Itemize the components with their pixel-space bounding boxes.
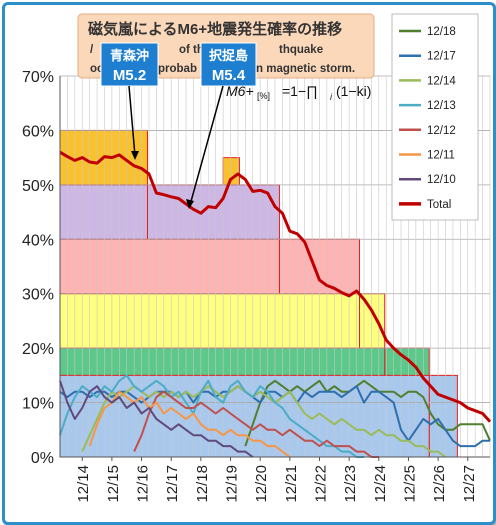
series-line-12-18 — [244, 379, 491, 447]
legend-label: 12/18 — [427, 26, 456, 38]
series-line-Total — [59, 150, 492, 423]
x-tick-label: 12/24 — [372, 465, 389, 503]
x-tick-label: 12/18 — [194, 465, 211, 503]
formula-sub: [%] — [257, 91, 270, 101]
x-tick-label: 12/27 — [461, 465, 478, 503]
title-line3-b: probab — [158, 63, 197, 75]
legend-label: 12/12 — [427, 125, 456, 137]
callout-arrow-aomori — [128, 85, 136, 157]
legend-label: Total — [427, 199, 451, 211]
x-tick-label: 12/16 — [135, 465, 152, 503]
x-tick-label: 12/14 — [75, 465, 92, 503]
callout-aomori: 青森沖 M5.2 — [100, 42, 159, 160]
x-tick-label: 12/23 — [342, 465, 359, 503]
callout-place-aomori: 青森沖 — [110, 48, 149, 63]
x-tick-label: 12/21 — [283, 465, 300, 503]
y-tick-label: 70% — [22, 69, 54, 86]
series-line-12-14 — [81, 385, 447, 458]
x-tick-label: 12/15 — [105, 465, 122, 503]
series-line-12-17 — [59, 385, 490, 448]
legend-label: 12/13 — [427, 100, 456, 112]
legend-label: 12/10 — [427, 174, 456, 186]
x-tick-label: 12/20 — [253, 465, 270, 503]
x-tick-label: 12/17 — [164, 465, 181, 503]
formula-rhs: =1−∏ — [282, 83, 318, 99]
y-tick-label: 60% — [22, 123, 54, 140]
title-line2-c: thquake — [279, 44, 323, 56]
title-line2-a: / — [90, 44, 94, 56]
formula-lhs: M6+ — [226, 83, 254, 99]
callout-etorofu: 択捉島 M5.4 — [186, 42, 257, 209]
legend-label: 12/14 — [427, 75, 456, 87]
callout-arrowhead-etorofu — [186, 199, 194, 209]
formula: M6+ [%] =1−∏ i (1−ki) — [226, 83, 371, 102]
y-tick-label: 30% — [22, 287, 54, 304]
y-tick-label: 40% — [22, 232, 54, 249]
chart-title: 磁気嵐によるM6+地震発生確率の推移 — [88, 20, 342, 38]
y-tick-label: 0% — [31, 450, 54, 467]
series-line-12-11 — [88, 390, 291, 458]
y-tick-label: 10% — [22, 396, 54, 413]
series-line-12-10 — [59, 380, 254, 458]
callout-magnitude-aomori: M5.2 — [113, 67, 146, 84]
x-tick-label: 12/26 — [431, 465, 448, 503]
callout-magnitude-etorofu: M5.4 — [212, 67, 246, 84]
callout-arrow-etorofu — [189, 85, 224, 206]
y-tick-label: 20% — [22, 341, 54, 358]
x-tick-label: 12/19 — [224, 465, 241, 503]
series-line-12-13 — [59, 374, 364, 458]
formula-rhs2: (1−ki) — [336, 83, 371, 99]
formula-rhs-sub: i — [330, 92, 333, 102]
legend: 12/18 12/17 12/14 12/13 12/12 12/11 12/10 Total — [391, 13, 479, 221]
series-line-12-12 — [133, 390, 379, 458]
legend-label: 12/17 — [427, 51, 456, 63]
x-tick-label: 12/22 — [312, 465, 329, 503]
legend-label: 12/11 — [427, 150, 455, 162]
callout-place-etorofu: 択捉島 — [209, 48, 248, 63]
y-tick-label: 50% — [22, 178, 54, 195]
title-line3-c: n magnetic storm. — [256, 63, 355, 75]
callout-arrowhead-aomori — [131, 151, 139, 160]
x-tick-label: 12/25 — [401, 465, 418, 503]
